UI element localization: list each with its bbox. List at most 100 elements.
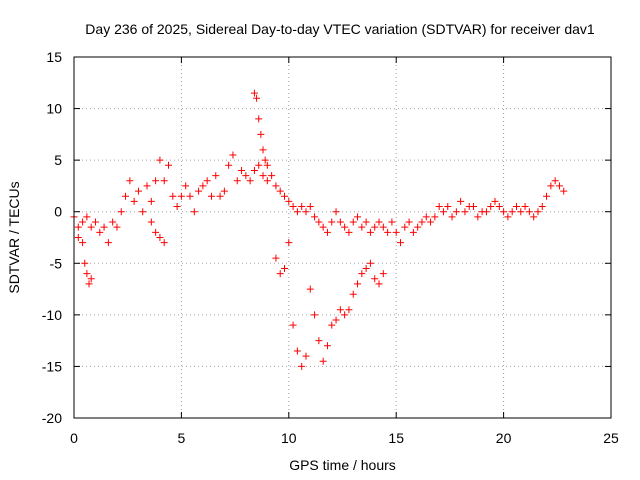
- data-point: [259, 146, 267, 154]
- data-point: [375, 218, 383, 226]
- data-point: [319, 223, 327, 231]
- data-point: [276, 270, 284, 278]
- data-point: [470, 203, 478, 211]
- data-point: [152, 177, 160, 185]
- data-point: [512, 203, 520, 211]
- y-tick-label: 10: [46, 101, 62, 117]
- data-point: [336, 306, 344, 314]
- data-point: [216, 192, 224, 200]
- data-point: [238, 166, 246, 174]
- data-point: [366, 228, 374, 236]
- data-point: [147, 197, 155, 205]
- data-point: [289, 321, 297, 329]
- x-axis-label: GPS time / hours: [289, 457, 396, 473]
- data-point: [538, 203, 546, 211]
- y-tick-label: -10: [42, 307, 62, 323]
- data-point: [401, 223, 409, 231]
- x-tick-label: 15: [388, 430, 404, 446]
- data-point: [160, 239, 168, 247]
- data-point: [439, 208, 447, 216]
- data-point: [362, 264, 370, 272]
- data-point: [143, 182, 151, 190]
- data-point: [543, 192, 551, 200]
- data-point: [371, 223, 379, 231]
- data-point: [117, 208, 125, 216]
- data-point: [122, 192, 130, 200]
- x-tick-label: 25: [603, 430, 619, 446]
- data-point: [182, 182, 190, 190]
- data-point: [345, 228, 353, 236]
- data-point: [177, 192, 185, 200]
- data-point: [225, 161, 233, 169]
- data-point: [354, 213, 362, 221]
- data-point: [83, 270, 91, 278]
- data-point: [156, 156, 164, 164]
- data-point: [349, 218, 357, 226]
- data-point: [263, 177, 271, 185]
- data-point: [261, 156, 269, 164]
- data-point: [74, 234, 82, 241]
- data-point: [190, 208, 198, 216]
- data-point: [341, 223, 349, 231]
- data-point: [409, 228, 417, 236]
- data-point: [285, 197, 293, 205]
- data-point: [302, 208, 310, 216]
- data-point: [444, 203, 452, 211]
- data-point: [302, 352, 310, 360]
- data-point: [315, 337, 323, 345]
- data-point: [104, 239, 112, 247]
- data-point: [495, 203, 503, 211]
- data-point: [336, 218, 344, 226]
- data-point: [392, 228, 400, 236]
- data-point: [156, 234, 164, 241]
- x-tick-label: 0: [70, 430, 78, 446]
- data-point: [263, 161, 271, 169]
- data-point: [293, 208, 301, 216]
- data-point: [229, 151, 237, 159]
- data-point: [341, 311, 349, 319]
- data-point: [134, 187, 142, 195]
- y-tick-label: 15: [46, 49, 62, 65]
- data-point: [379, 223, 387, 231]
- data-points: [70, 89, 568, 370]
- data-point: [375, 280, 383, 288]
- data-point: [332, 208, 340, 216]
- data-point: [328, 321, 336, 329]
- data-point: [414, 223, 422, 231]
- tick-marks: [73, 56, 612, 419]
- data-point: [83, 213, 91, 221]
- data-point: [474, 213, 482, 221]
- x-tick-label: 5: [178, 430, 186, 446]
- data-point: [289, 203, 297, 211]
- data-point: [379, 270, 387, 278]
- x-tick-label: 20: [496, 430, 512, 446]
- data-point: [186, 192, 194, 200]
- data-point: [147, 218, 155, 226]
- data-point: [349, 290, 357, 298]
- data-point: [521, 203, 529, 211]
- data-point: [517, 208, 525, 216]
- data-point: [525, 208, 533, 216]
- grid: [74, 57, 611, 418]
- data-point: [431, 213, 439, 221]
- data-point: [246, 177, 254, 185]
- data-point: [504, 213, 512, 221]
- data-point: [109, 218, 117, 226]
- data-point: [298, 362, 306, 370]
- y-tick-labels: -20 -15 -10 -5 0 5 10 15: [42, 49, 62, 426]
- data-point: [272, 254, 280, 262]
- data-point: [323, 342, 331, 350]
- data-point: [435, 203, 443, 211]
- data-point: [233, 177, 241, 185]
- data-point: [508, 208, 516, 216]
- data-point: [332, 316, 340, 324]
- data-point: [384, 228, 392, 236]
- data-point: [207, 192, 215, 200]
- data-point: [362, 218, 370, 226]
- data-point: [405, 218, 413, 226]
- data-point: [255, 161, 263, 169]
- data-point: [139, 208, 147, 216]
- data-point: [396, 239, 404, 247]
- data-point: [328, 218, 336, 226]
